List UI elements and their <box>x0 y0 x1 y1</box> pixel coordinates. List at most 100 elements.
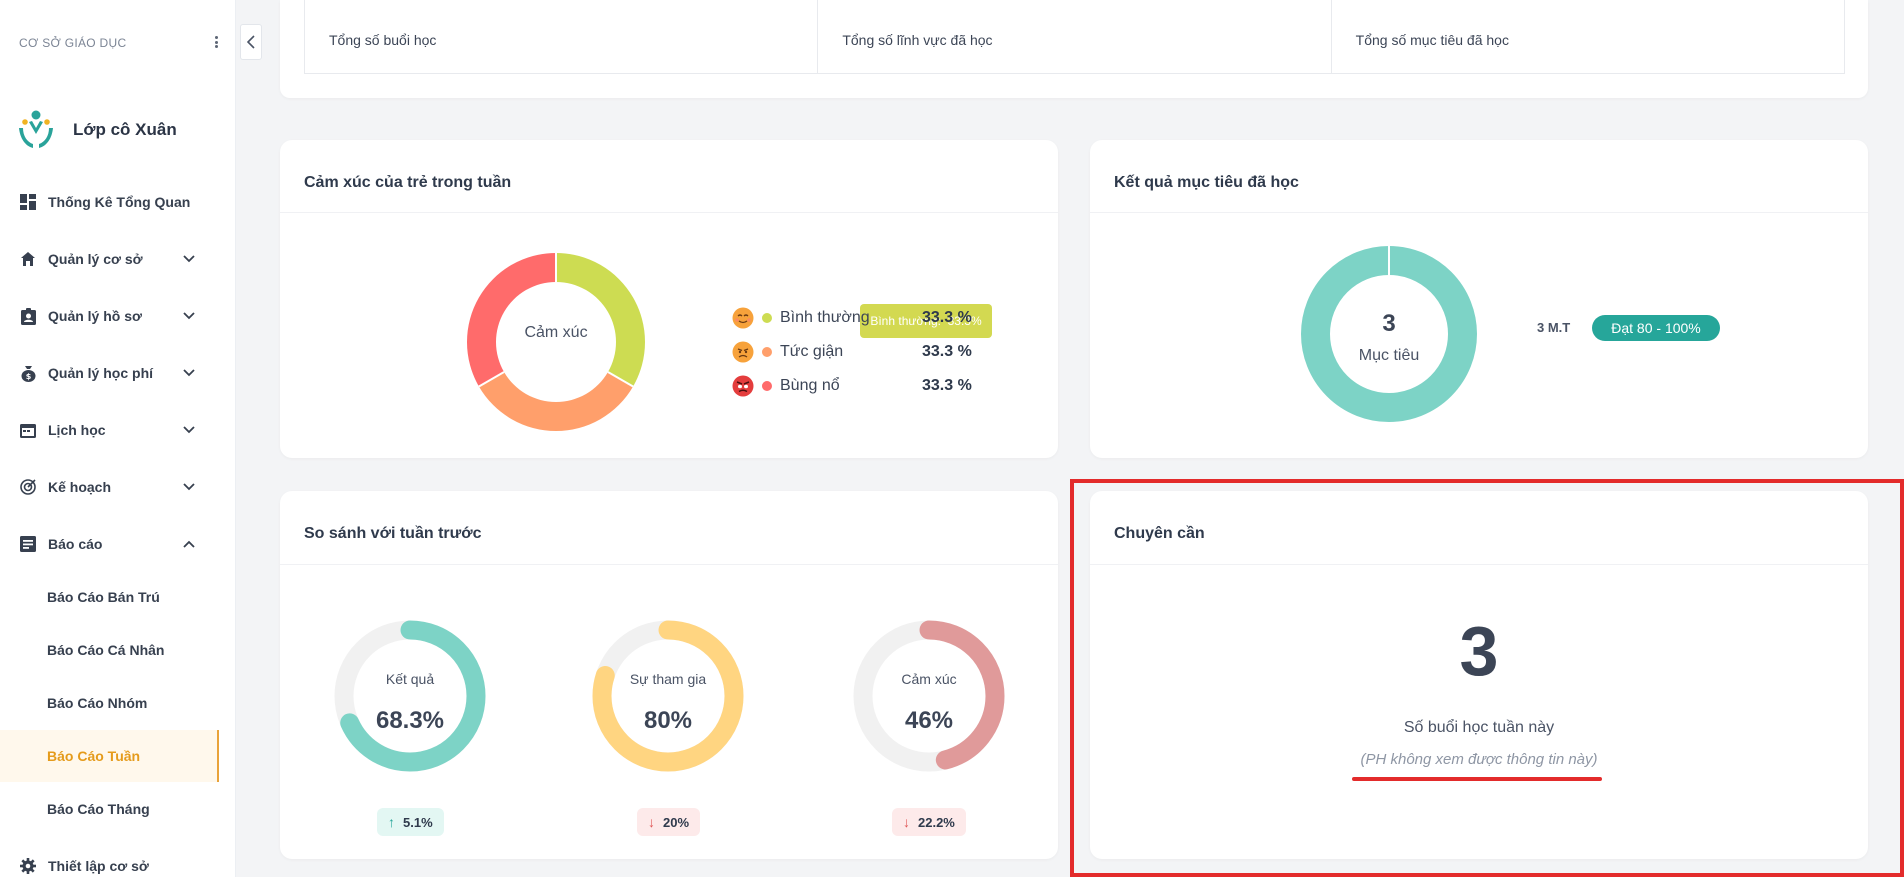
chevron-down-icon <box>181 308 197 324</box>
stat-total-goals: Tổng số mục tiêu đã học <box>1355 31 1509 48</box>
donut-segment-explosive <box>466 253 556 387</box>
change-value: 22.2% <box>918 814 955 830</box>
sidebar-item-label: Báo cáo <box>48 536 103 552</box>
attendance-count: 3 <box>1459 612 1499 690</box>
annotation-highlight-box <box>1070 479 1904 877</box>
chevron-down-icon <box>181 479 197 495</box>
ring-value: 80% <box>643 707 693 734</box>
sidebar-item-label: Quản lý hồ sơ <box>48 308 142 324</box>
sidebar-item-label: Thống Kê Tổng Quan <box>48 194 191 210</box>
card-title: Cảm xúc của trẻ trong tuần <box>304 174 512 191</box>
emotion-donut-chart[interactable] <box>458 244 654 440</box>
sidebar-subitem-group-report[interactable]: Báo Cáo Nhóm <box>47 695 148 711</box>
ring-value: 46% <box>904 707 954 734</box>
sidebar-subitem-personal-report[interactable]: Báo Cáo Cá Nhân <box>47 642 165 658</box>
attendance-note: (PH không xem được thông tin này) <box>1360 751 1598 768</box>
legend-dot <box>762 347 772 357</box>
sidebar-item-overview[interactable]: Thống Kê Tổng Quan <box>0 182 219 222</box>
sidebar-subitem-weekly-report[interactable]: Báo Cáo Tuần <box>0 730 219 782</box>
arrow-up-icon: ↑ <box>388 814 395 830</box>
ring-progress <box>592 620 744 772</box>
chevron-down-icon <box>181 422 197 438</box>
legend-dot <box>762 381 772 391</box>
ring-label: Kết quả <box>385 671 435 687</box>
sidebar-item-profiles[interactable]: Quản lý hồ sơ <box>0 296 219 336</box>
sidebar-item-plan[interactable]: Kế hoạch <box>0 467 219 507</box>
stat-total-sessions: Tổng số buổi học <box>305 0 819 73</box>
result-progress-ring <box>334 620 486 772</box>
sidebar-item-label: Quản lý cơ sở <box>48 251 143 267</box>
attendance-label: Số buổi học tuần này <box>1403 719 1555 736</box>
arrow-down-icon: ↓ <box>903 814 910 830</box>
brand-name: Lớp cô Xuân <box>73 120 177 139</box>
ring-progress <box>853 620 1005 772</box>
gear-icon <box>19 857 37 875</box>
sidebar-item-schedule[interactable]: Lịch học <box>0 410 219 450</box>
home-icon <box>19 250 37 268</box>
goal-count-label: 3 M.T <box>1537 320 1571 335</box>
goal-result-card: Kết quả mục tiêu đã học 3 Mục tiêu <box>1090 140 1868 458</box>
report-icon <box>19 535 37 553</box>
more-options-icon[interactable] <box>209 32 223 52</box>
chart-tooltip: Bình thường: 33.3% <box>860 304 992 338</box>
attendance-card: Chuyên cần 3 Số buổi học tuần này (PH kh… <box>1090 491 1868 859</box>
sidebar: CƠ SỞ GIÁO DỤC Lớp cô Xuân Thống Kê Tổng… <box>0 0 236 877</box>
annotation-underline <box>1352 777 1602 781</box>
ring-progress <box>334 620 486 772</box>
chevron-down-icon <box>181 365 197 381</box>
legend-name: Bình thường <box>780 309 870 326</box>
sidebar-header: CƠ SỞ GIÁO DỤC <box>19 36 127 50</box>
participation-change-badge: ↓ 20% <box>637 808 701 836</box>
dashboard-icon <box>19 193 37 211</box>
donut-segment-angry <box>478 372 634 432</box>
emotion-progress-ring <box>853 620 1005 772</box>
brand[interactable]: Lớp cô Xuân <box>16 108 177 152</box>
legend-dot <box>762 313 772 323</box>
legend-value: 33.3 % <box>922 309 972 326</box>
participation-progress-ring <box>592 620 744 772</box>
sidebar-item-label: Thiết lập cơ sở <box>48 858 149 874</box>
frowning-face-icon <box>732 341 754 363</box>
stat-total-domains: Tổng số lĩnh vực đã học <box>818 0 1332 73</box>
result-change-badge: ↑ 5.1% <box>377 808 444 836</box>
card-title: So sánh với tuần trước <box>304 525 482 542</box>
brand-logo-icon <box>19 110 53 148</box>
arrow-down-icon: ↓ <box>648 814 655 830</box>
legend-name: Bùng nổ <box>780 377 840 394</box>
change-value: 20% <box>663 814 690 830</box>
change-value: 5.1% <box>403 814 433 830</box>
donut-center-label: Cảm xúc <box>524 324 588 341</box>
sidebar-item-facility[interactable]: Quản lý cơ sở <box>0 239 219 279</box>
legend-value: 33.3 % <box>922 377 972 394</box>
chevron-up-icon <box>181 536 197 552</box>
emotion-change-badge: ↓ 22.2% <box>892 808 966 836</box>
sidebar-item-label: Quản lý học phí <box>48 365 154 381</box>
goal-donut-chart[interactable] <box>1299 244 1479 424</box>
target-icon <box>19 478 37 496</box>
legend-item-explosive: Bùng nổ 33.3 % <box>732 374 972 398</box>
legend-item-angry: Tức giận 33.3 % <box>732 340 972 364</box>
goal-achievement-badge: Đạt 80 - 100% <box>1592 315 1720 341</box>
relieved-face-icon <box>732 307 754 329</box>
ring-label: Cảm xúc <box>901 671 957 687</box>
sidebar-subitem-monthly-report[interactable]: Báo Cáo Tháng <box>47 801 150 817</box>
card-title: Kết quả mục tiêu đã học <box>1114 174 1299 191</box>
chevron-left-icon <box>247 35 255 49</box>
sidebar-item-reports[interactable]: Báo cáo <box>0 524 219 564</box>
sidebar-subitem-boarding-report[interactable]: Báo Cáo Bán Trú <box>47 589 160 605</box>
svg-text:$: $ <box>25 372 31 381</box>
legend-value: 33.3 % <box>922 343 972 360</box>
goal-center-label: Mục tiêu <box>1358 347 1420 364</box>
collapse-sidebar-button[interactable] <box>240 24 262 60</box>
chevron-down-icon <box>181 251 197 267</box>
sidebar-item-settings[interactable]: Thiết lập cơ sở <box>0 846 219 877</box>
calendar-icon <box>19 421 37 439</box>
legend-item-normal: Bình thường 33.3 % <box>732 306 972 330</box>
goal-count: 3 <box>1382 310 1396 337</box>
sidebar-item-label: Kế hoạch <box>48 479 112 495</box>
legend-name: Tức giận <box>780 343 844 360</box>
money-bag-icon: $ <box>19 364 37 382</box>
sidebar-item-label: Lịch học <box>48 422 106 438</box>
emotion-card: Cảm xúc của trẻ trong tuần Cảm xúc Bình … <box>280 140 1058 458</box>
sidebar-item-tuition[interactable]: $ Quản lý học phí <box>0 353 219 393</box>
